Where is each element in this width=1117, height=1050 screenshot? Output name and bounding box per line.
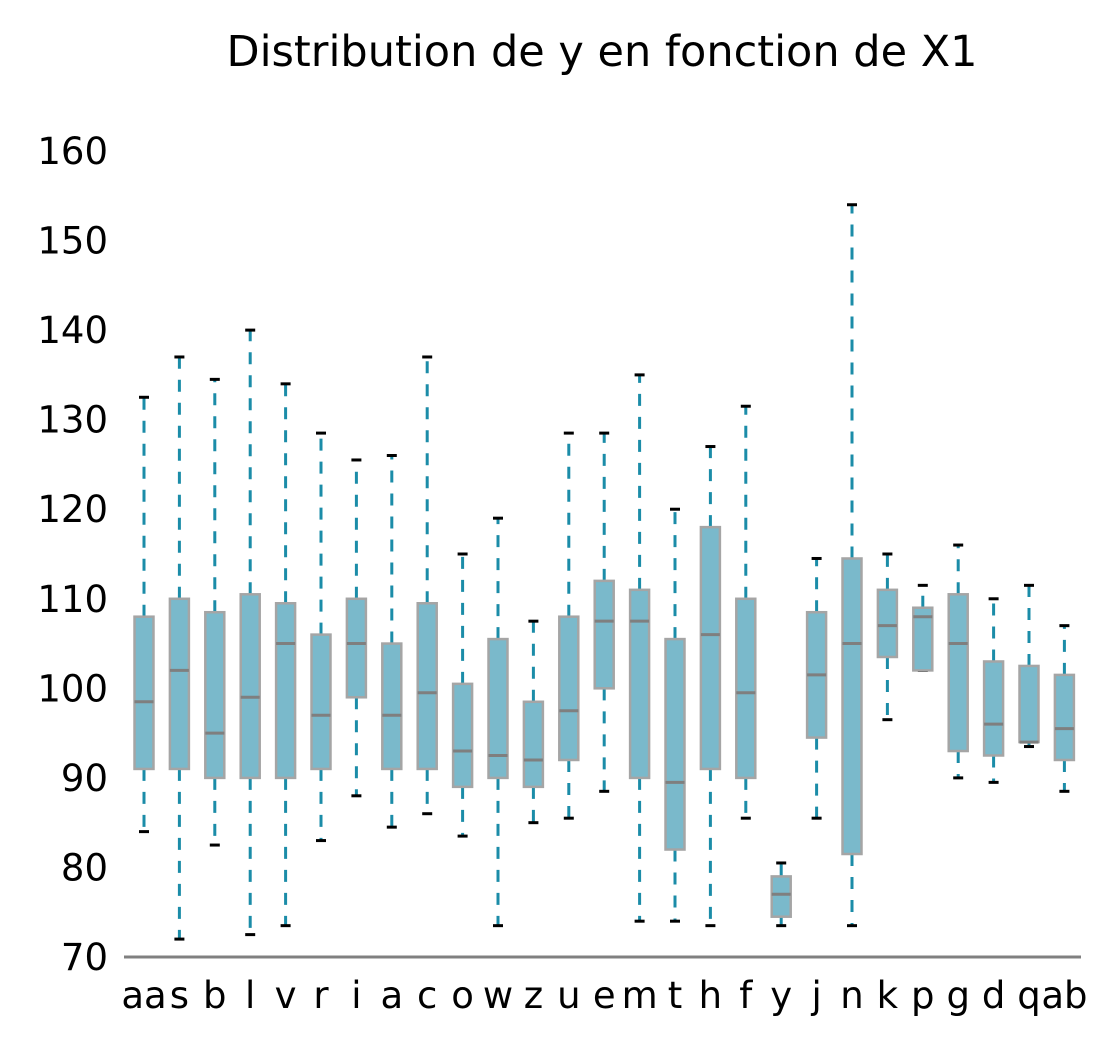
x-tick-label: t bbox=[668, 974, 683, 1017]
y-axis-ticks: 70 80 90 100 110 120 130 140 150 160 bbox=[37, 130, 108, 979]
box-c bbox=[416, 355, 438, 816]
chart-title: Distribution de y en fonction de X1 bbox=[226, 27, 977, 77]
x-tick-label: w bbox=[483, 974, 513, 1017]
x-tick-label: ab bbox=[1041, 974, 1087, 1017]
box-h bbox=[699, 445, 722, 928]
x-tick-label: b bbox=[203, 974, 227, 1017]
y-tick-label: 120 bbox=[37, 488, 108, 531]
y-tick-label: 160 bbox=[37, 130, 108, 173]
x-tick-label: s bbox=[170, 974, 189, 1017]
x-tick-label: i bbox=[351, 974, 361, 1017]
box-series bbox=[133, 203, 1076, 941]
box-iqr bbox=[699, 525, 722, 771]
box-v bbox=[274, 382, 297, 928]
box-iqr bbox=[133, 615, 155, 771]
box-iqr bbox=[416, 602, 438, 771]
box-iqr bbox=[558, 615, 580, 762]
box-q bbox=[1018, 583, 1040, 749]
y-tick-label: 100 bbox=[37, 667, 108, 710]
box-o bbox=[451, 552, 474, 838]
box-t bbox=[664, 507, 686, 923]
x-tick-label: v bbox=[275, 974, 297, 1017]
box-iqr bbox=[381, 642, 403, 771]
y-tick-label: 80 bbox=[61, 846, 108, 889]
x-tick-label: p bbox=[911, 974, 935, 1017]
box-iqr bbox=[239, 593, 261, 780]
box-e bbox=[593, 431, 615, 793]
x-tick-label: m bbox=[622, 974, 658, 1017]
box-iqr bbox=[982, 660, 1005, 757]
box-iqr bbox=[912, 606, 934, 672]
x-tick-label: y bbox=[770, 974, 792, 1017]
box-y bbox=[770, 861, 792, 928]
box-z bbox=[522, 619, 545, 825]
box-iqr bbox=[487, 637, 509, 780]
x-tick-label: c bbox=[417, 974, 437, 1017]
box-i bbox=[345, 458, 368, 798]
box-iqr bbox=[593, 579, 615, 690]
box-iqr bbox=[168, 597, 191, 771]
box-iqr bbox=[522, 700, 545, 789]
box-aa bbox=[133, 395, 155, 834]
x-tick-label: o bbox=[451, 974, 474, 1017]
box-m bbox=[628, 373, 651, 923]
box-b bbox=[204, 377, 226, 847]
x-tick-label: q bbox=[1017, 974, 1041, 1017]
box-iqr bbox=[310, 633, 332, 771]
x-tick-label: d bbox=[982, 974, 1006, 1017]
y-tick-label: 70 bbox=[61, 936, 108, 979]
box-iqr bbox=[628, 588, 651, 780]
box-g bbox=[947, 543, 969, 780]
box-iqr bbox=[664, 637, 686, 851]
y-tick-label: 90 bbox=[61, 757, 108, 800]
y-tick-label: 140 bbox=[37, 309, 108, 352]
box-iqr bbox=[947, 593, 969, 753]
x-tick-label: u bbox=[557, 974, 580, 1017]
box-p bbox=[912, 583, 934, 672]
y-tick-label: 130 bbox=[37, 399, 108, 442]
x-tick-label: h bbox=[699, 974, 722, 1017]
box-k bbox=[876, 552, 899, 722]
y-tick-label: 150 bbox=[37, 220, 108, 263]
box-iqr bbox=[841, 557, 863, 856]
box-iqr bbox=[1053, 673, 1076, 762]
x-tick-label: n bbox=[840, 974, 863, 1017]
x-tick-label: f bbox=[739, 974, 753, 1017]
box-iqr bbox=[735, 597, 757, 780]
box-d bbox=[982, 597, 1005, 784]
box-a bbox=[381, 453, 403, 829]
box-iqr bbox=[204, 610, 226, 780]
x-tick-label: aa bbox=[121, 974, 166, 1017]
box-ab bbox=[1053, 624, 1076, 793]
box-l bbox=[239, 328, 261, 937]
box-iqr bbox=[274, 602, 297, 780]
box-u bbox=[558, 431, 580, 820]
x-tick-label: r bbox=[313, 974, 329, 1017]
box-iqr bbox=[1018, 664, 1040, 744]
x-tick-label: z bbox=[524, 974, 543, 1017]
x-tick-label: j bbox=[810, 974, 821, 1017]
box-r bbox=[310, 431, 332, 843]
box-iqr bbox=[345, 597, 368, 699]
x-tick-label: a bbox=[380, 974, 403, 1017]
x-tick-label: g bbox=[946, 974, 970, 1017]
box-iqr bbox=[451, 682, 474, 789]
box-n bbox=[841, 203, 863, 928]
box-j bbox=[805, 556, 828, 820]
x-tick-label: l bbox=[245, 974, 255, 1017]
box-iqr bbox=[770, 875, 792, 918]
x-axis-ticks: aa s b l v r i a c o w z u e m t h f y j n k p g d q ab bbox=[121, 974, 1087, 1017]
box-s bbox=[168, 355, 191, 941]
y-tick-label: 110 bbox=[37, 578, 108, 621]
box-w bbox=[487, 516, 509, 928]
x-tick-label: k bbox=[877, 974, 899, 1017]
box-iqr bbox=[876, 588, 899, 659]
x-tick-label: e bbox=[593, 974, 616, 1017]
box-f bbox=[735, 404, 757, 820]
